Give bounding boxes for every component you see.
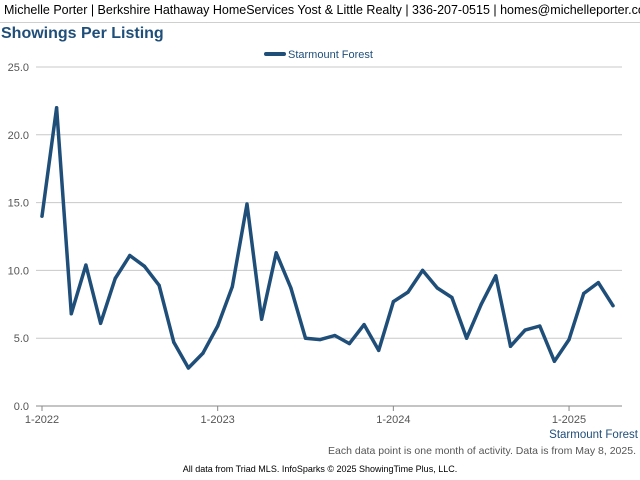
agent-contact-bar: Michelle Porter | Berkshire Hathaway Hom… <box>0 0 640 23</box>
data-point <box>245 202 249 206</box>
y-axis-tick-labels: 0.0 5.0 10.0 15.0 20.0 25.0 <box>8 62 29 413</box>
data-point <box>582 291 586 296</box>
data-point <box>142 264 147 268</box>
data-note: Each data point is one month of activity… <box>328 445 636 457</box>
chart-title: Showings Per Listing <box>1 25 164 42</box>
data-point <box>406 290 410 294</box>
y-tick-label: 25.0 <box>8 62 29 74</box>
data-point <box>567 337 571 342</box>
data-point <box>421 268 425 272</box>
data-point <box>201 351 205 355</box>
series-layer <box>40 105 615 370</box>
x-tick-label: 1-2025 <box>552 414 586 426</box>
data-point <box>479 302 483 306</box>
data-point <box>289 286 293 290</box>
x-tick-label: 1-2023 <box>201 414 235 426</box>
y-tick-label: 20.0 <box>8 130 29 142</box>
data-point <box>113 276 117 281</box>
y-tick-label: 5.0 <box>14 333 29 345</box>
data-point <box>435 286 439 290</box>
data-point <box>260 317 264 321</box>
data-point <box>303 336 308 340</box>
data-point <box>216 324 220 328</box>
data-point <box>172 340 176 344</box>
data-point <box>157 283 161 287</box>
data-point <box>98 321 103 325</box>
data-point <box>450 295 454 300</box>
data-point <box>55 106 59 110</box>
data-point <box>128 253 132 258</box>
data-point <box>464 336 469 340</box>
data-point <box>538 324 542 328</box>
data-point <box>552 359 557 363</box>
data-point <box>40 214 44 218</box>
data-point <box>84 263 88 267</box>
x-tick-label: 1-2024 <box>376 414 410 426</box>
data-point <box>347 342 352 346</box>
data-point <box>596 281 600 285</box>
y-tick-label: 10.0 <box>8 265 29 277</box>
agent-contact-text: Michelle Porter | Berkshire Hathaway Hom… <box>4 3 640 17</box>
x-axis: 1-2022 1-2023 1-2024 1-2025 <box>25 405 622 426</box>
data-point <box>494 274 498 278</box>
data-point <box>611 304 615 308</box>
data-point <box>186 366 190 370</box>
legend-label: Starmount Forest <box>288 49 373 61</box>
y-tick-label: 15.0 <box>8 198 29 210</box>
legend: Starmount Forest <box>264 49 373 61</box>
data-point <box>230 285 234 289</box>
data-point <box>362 323 366 327</box>
data-point <box>274 251 278 255</box>
data-point <box>333 333 337 338</box>
grid-lines <box>36 66 622 407</box>
data-point <box>318 337 322 342</box>
data-point <box>523 328 527 332</box>
x-tick-label: 1-2022 <box>25 414 59 426</box>
data-point <box>377 348 381 353</box>
data-point <box>391 299 395 304</box>
y-tick-label: 0.0 <box>14 401 29 413</box>
data-point <box>508 344 513 348</box>
series-line <box>40 105 615 370</box>
footer-credit: All data from Triad MLS. InfoSparks © 20… <box>182 464 458 474</box>
region-label: Starmount Forest <box>549 429 638 441</box>
data-point <box>69 312 73 316</box>
